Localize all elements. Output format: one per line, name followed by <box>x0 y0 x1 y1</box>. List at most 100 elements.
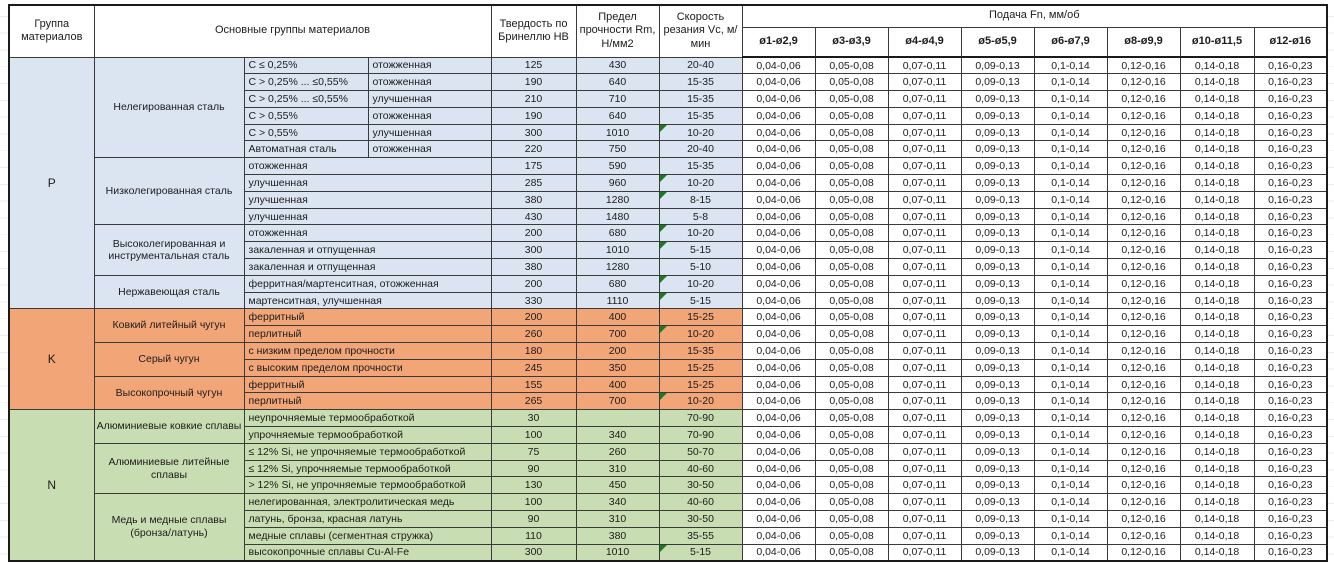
cutting-speed-vc-cell: 10-20 <box>658 392 743 411</box>
feed-value-cell: 0,09-0,13 <box>960 493 1035 512</box>
green-corner-marker-icon <box>660 293 667 300</box>
feed-value-cell: 0,14-0,18 <box>1179 526 1255 545</box>
hardness-hb-cell: 30 <box>490 409 577 428</box>
feed-value-cell: 0,1-0,14 <box>1033 325 1108 344</box>
feed-value-cell: 0,07-0,11 <box>887 106 962 125</box>
feed-value-cell: 0,16-0,23 <box>1253 190 1328 209</box>
cutting-speed-vc-cell: 15-35 <box>658 90 743 108</box>
feed-value-cell: 0,16-0,23 <box>1253 342 1328 360</box>
feed-value-cell: 0,14-0,18 <box>1179 56 1255 75</box>
strength-rm-cell: 1110 <box>575 291 660 310</box>
header-diameter-5: ø6-ø7,9 <box>1033 26 1108 58</box>
feed-value-cell: 0,1-0,14 <box>1033 409 1108 428</box>
header-feed-fn: Подача Fn, мм/об <box>741 4 1328 28</box>
feed-value-cell: 0,05-0,08 <box>814 207 889 226</box>
feed-value-cell: 0,12-0,16 <box>1106 308 1181 327</box>
table-row: N Алюминиевые ковкие сплавы неупрочняемые … <box>8 409 1328 562</box>
cutting-data-table: Группа материалов Основные группы матери… <box>8 4 1329 562</box>
feed-value-cell: 0,09-0,13 <box>960 190 1035 209</box>
feed-value-cell: 0,14-0,18 <box>1179 140 1255 159</box>
feed-value-cell: 0,12-0,16 <box>1106 291 1181 310</box>
hardness-hb-cell: 330 <box>490 291 577 310</box>
feed-value-cell: 0,16-0,23 <box>1253 224 1328 243</box>
feed-value-cell: 0,05-0,08 <box>814 157 889 176</box>
feed-value-cell: 0,05-0,08 <box>814 442 889 461</box>
feed-value-cell: 0,14-0,18 <box>1179 409 1255 428</box>
state-cell: отожженная <box>367 73 492 92</box>
strength-rm-cell <box>575 409 660 428</box>
feed-value-cell: 0,1-0,14 <box>1033 274 1108 293</box>
cutting-speed-vc-cell: 10-20 <box>658 325 743 344</box>
feed-value-cell: 0,05-0,08 <box>814 90 889 108</box>
hardness-hb-cell: 245 <box>490 358 577 377</box>
feed-value-cell: 0,12-0,16 <box>1106 224 1181 243</box>
feed-value-cell: 0,09-0,13 <box>960 274 1035 293</box>
cutting-speed-vc-cell: 15-25 <box>658 375 743 394</box>
header-diameter-4: ø5-ø5,9 <box>960 26 1035 58</box>
green-corner-marker-icon <box>660 192 667 199</box>
feed-value-cell: 0,14-0,18 <box>1179 190 1255 209</box>
header-row-top: Группа материалов Основные группы матери… <box>8 4 1328 58</box>
hardness-hb-cell: 175 <box>490 157 577 176</box>
strength-rm-cell: 1280 <box>575 190 660 209</box>
feed-value-cell: 0,09-0,13 <box>960 73 1035 92</box>
cutting-speed-vc-cell: 20-40 <box>658 56 743 75</box>
feed-value-cell: 0,09-0,13 <box>960 224 1035 243</box>
strength-rm-cell: 710 <box>575 90 660 108</box>
header-diameter-8: ø12-ø16 <box>1253 26 1328 58</box>
cutting-speed-vc-cell: 30-50 <box>658 476 743 495</box>
table-row: перлитный 260 700 10-20 0,04-0,06 0,05-0,08 0,… <box>9 325 1328 344</box>
feed-value-cell: 0,05-0,08 <box>814 308 889 327</box>
cutting-speed-vc-cell: 5-15 <box>658 543 743 562</box>
feed-value-cell: 0,16-0,23 <box>1253 258 1328 276</box>
hardness-hb-cell: 100 <box>490 426 577 444</box>
feed-value-cell: 0,14-0,18 <box>1179 358 1255 377</box>
feed-value-cell: 0,16-0,23 <box>1253 106 1328 125</box>
feed-value-cell: 0,07-0,11 <box>887 207 962 226</box>
feed-value-cell: 0,14-0,18 <box>1179 123 1255 142</box>
table-row: > 12% Si, не упрочняемые термообработкой… <box>9 476 1328 495</box>
header-diameter-3: ø4-ø4,9 <box>887 26 962 58</box>
feed-value-cell: 0,09-0,13 <box>960 241 1035 260</box>
feed-value-cell: 0,14-0,18 <box>1179 325 1255 344</box>
table-row: Высоколегированная и инструментальная ст… <box>9 224 1328 276</box>
family-name-cell: Высокопрочный чугун <box>93 375 245 411</box>
strength-rm-cell: 1480 <box>575 207 660 226</box>
feed-value-cell: 0,14-0,18 <box>1179 493 1255 512</box>
feed-value-cell: 0,09-0,13 <box>960 325 1035 344</box>
sub-characteristic-cell: отожженная <box>243 157 492 176</box>
table-row: закаленная и отпущенная 300 1010 5-15 0,04-0… <box>9 241 1328 260</box>
feed-value-cell: 0,12-0,16 <box>1106 409 1181 428</box>
feed-value-cell: 0,12-0,16 <box>1106 123 1181 142</box>
feed-value-cell: 0,16-0,23 <box>1253 358 1328 377</box>
feed-value-cell: 0,09-0,13 <box>960 543 1035 562</box>
green-corner-marker-icon <box>660 326 667 334</box>
hardness-hb-cell: 260 <box>490 325 577 344</box>
cutting-speed-vc-cell: 70-90 <box>658 426 743 444</box>
table-row: P Нелегированная сталь C ≤ 0,25% отожженная… <box>8 56 1328 310</box>
feed-value-cell: 0,04-0,06 <box>741 325 816 344</box>
feed-value-cell: 0,04-0,06 <box>741 493 816 512</box>
feed-value-cell: 0,07-0,11 <box>887 526 962 545</box>
sub-characteristic-cell: закаленная и отпущенная <box>243 258 492 276</box>
feed-value-cell: 0,14-0,18 <box>1179 442 1255 461</box>
feed-value-cell: 0,1-0,14 <box>1033 241 1108 260</box>
feed-value-cell: 0,07-0,11 <box>887 476 962 495</box>
feed-value-cell: 0,07-0,11 <box>887 375 962 394</box>
table-row: высокопрочные сплавы Cu-Al-Fe 300 1010 5-15… <box>9 543 1328 562</box>
feed-value-cell: 0,07-0,11 <box>887 157 962 176</box>
feed-value-cell: 0,05-0,08 <box>814 73 889 92</box>
feed-value-cell: 0,1-0,14 <box>1033 123 1108 142</box>
strength-rm-cell: 640 <box>575 73 660 92</box>
feed-value-cell: 0,04-0,06 <box>741 106 816 125</box>
sub-characteristic-cell: с низким пределом прочности <box>243 342 492 360</box>
feed-value-cell: 0,07-0,11 <box>887 56 962 75</box>
table-row: медные сплавы (сегментная стружка) 110 380… <box>9 526 1328 545</box>
hardness-hb-cell: 210 <box>490 90 577 108</box>
hardness-hb-cell: 265 <box>490 392 577 411</box>
feed-value-cell: 0,04-0,06 <box>741 476 816 495</box>
feed-value-cell: 0,1-0,14 <box>1033 392 1108 411</box>
cutting-speed-vc-cell: 10-20 <box>658 274 743 293</box>
feed-value-cell: 0,09-0,13 <box>960 308 1035 327</box>
feed-value-cell: 0,14-0,18 <box>1179 174 1255 192</box>
